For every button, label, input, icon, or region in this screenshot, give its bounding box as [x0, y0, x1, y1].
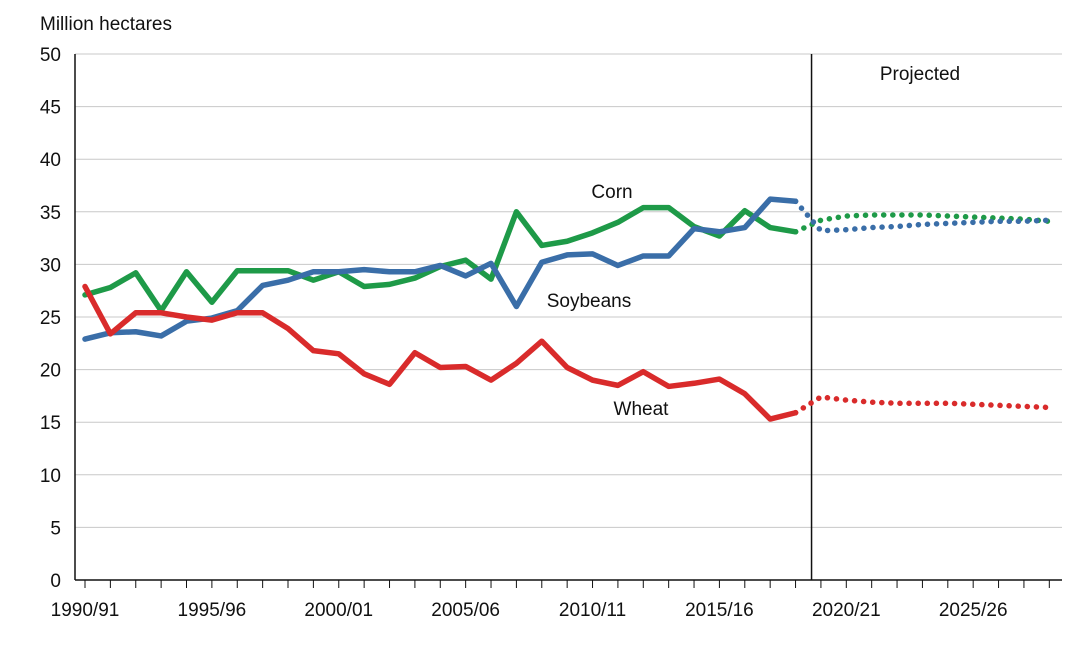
x-tick-label-2010: 2010/11 [559, 600, 626, 621]
soybeans-annotation: Soybeans [547, 291, 632, 312]
y-tick-label-5: 5 [50, 518, 61, 539]
y-axis-label: Million hectares [40, 14, 172, 35]
y-tick-label-40: 40 [40, 150, 61, 171]
projected-label: Projected [880, 64, 960, 85]
wheat-annotation: Wheat [614, 399, 670, 420]
y-tick-label-35: 35 [40, 203, 61, 224]
series-lines [82, 196, 1053, 422]
corn-projected-line [792, 212, 1053, 235]
x-tick-label-2020: 2020/21 [812, 600, 881, 621]
y-tick-label-50: 50 [40, 45, 61, 66]
x-tick-label-2015: 2015/16 [685, 600, 754, 621]
corn-annotation: Corn [591, 182, 632, 203]
x-tick-label-2025: 2025/26 [939, 600, 1008, 621]
y-tick-label-45: 45 [40, 98, 61, 119]
wheat-projected-line [792, 394, 1053, 416]
projection-marker: Projected [810, 54, 960, 580]
gridlines [75, 53, 1062, 528]
y-tick-label-10: 10 [40, 466, 61, 487]
y-tick-label-15: 15 [40, 413, 61, 434]
y-tick-label-20: 20 [40, 361, 61, 382]
x-tick-label-2005: 2005/06 [431, 600, 500, 621]
y-tick-label-0: 0 [50, 571, 61, 592]
x-tick-label-1995: 1995/96 [178, 600, 247, 621]
soybeans-projected-line [792, 198, 1053, 234]
corn-line [82, 204, 799, 314]
y-axis-ticks: 0 5 10 15 20 25 30 35 40 45 50 [40, 45, 61, 592]
x-axis: 1990/91 1995/96 2000/01 2005/06 2010/11 2015/… [51, 54, 1062, 621]
y-tick-label-25: 25 [40, 308, 61, 329]
y-tick-label-30: 30 [40, 255, 61, 276]
x-tick-label-2000: 2000/01 [304, 600, 373, 621]
x-tick-label-1990: 1990/91 [51, 600, 120, 621]
wheat-line [82, 283, 799, 422]
